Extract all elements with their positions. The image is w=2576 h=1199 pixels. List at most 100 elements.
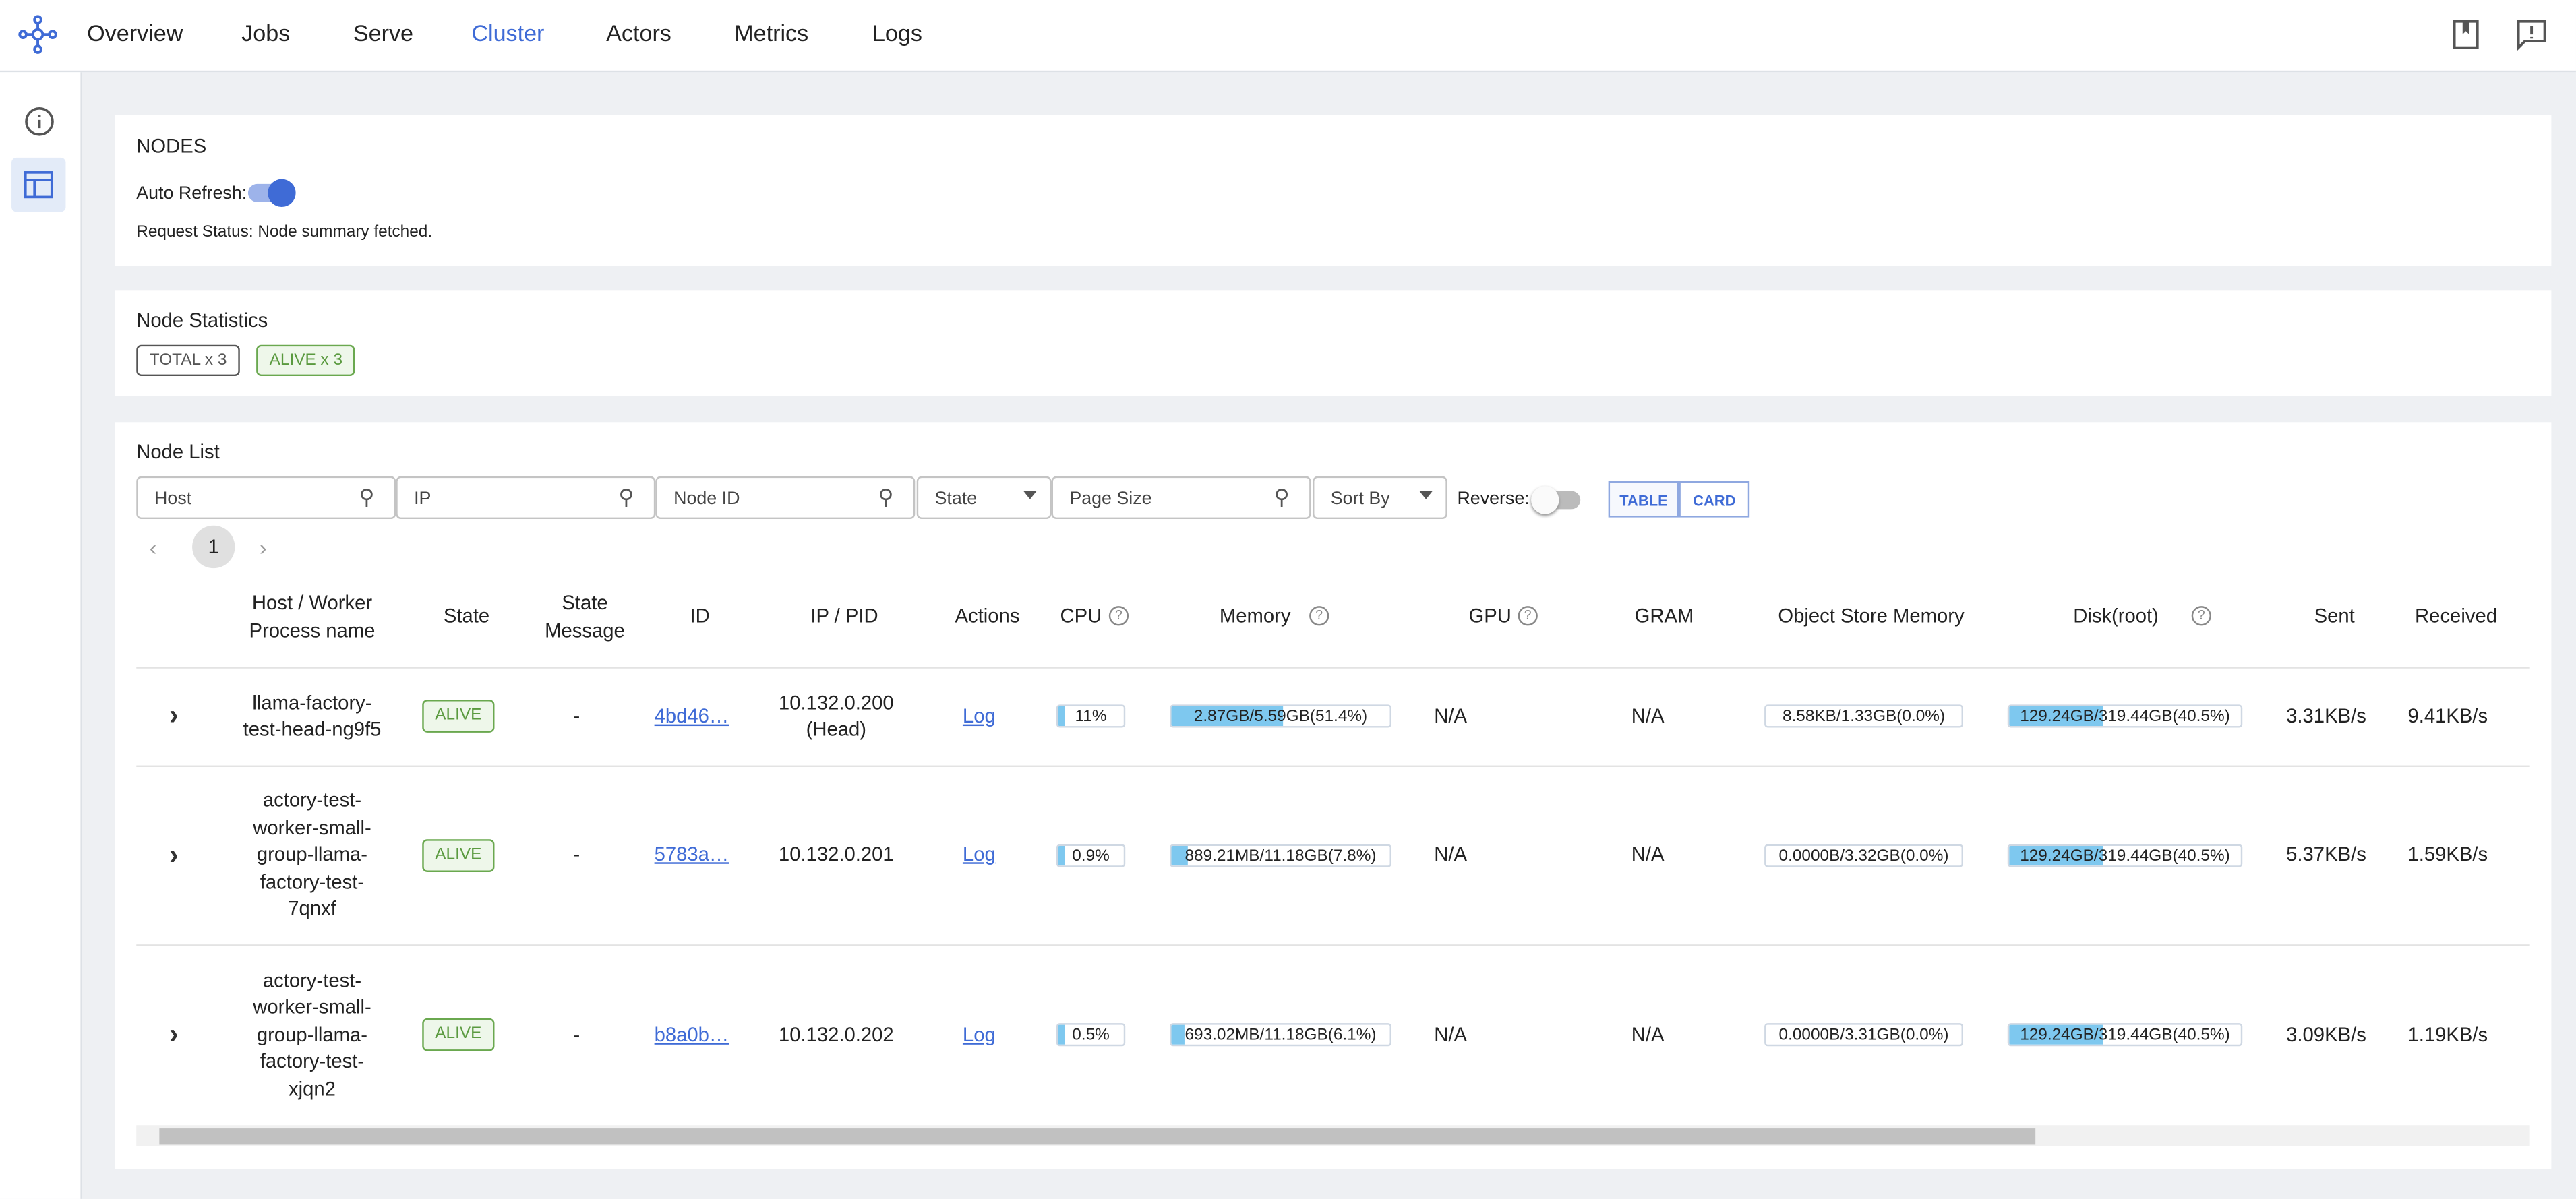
- badge: ALIVE x 3: [256, 344, 356, 377]
- gpu: N/A: [1434, 842, 1468, 866]
- view-button[interactable]: TABLE: [1608, 481, 1679, 518]
- column-header: CPU: [1060, 604, 1102, 627]
- sent: 3.31KB/s: [2286, 704, 2366, 727]
- received: 1.59KB/s: [2407, 842, 2488, 866]
- logo[interactable]: [16, 13, 59, 55]
- filter-input[interactable]: Sort By: [1313, 476, 1447, 520]
- host: actory-test-worker-small-group-llama-fac…: [253, 968, 371, 1100]
- view-button[interactable]: CARD: [1679, 481, 1750, 518]
- filter-placeholder: State: [934, 489, 978, 510]
- docs-icon[interactable]: [2451, 18, 2481, 51]
- page-button[interactable]: 1: [192, 525, 235, 569]
- help-icon[interactable]: ?: [2191, 606, 2211, 626]
- column-header: GPU: [1468, 604, 1511, 627]
- received: 1.19KB/s: [2407, 1022, 2488, 1046]
- nav-item[interactable]: Logs: [872, 20, 922, 47]
- gpu: N/A: [1434, 704, 1468, 727]
- request-status: Request Status: Node summary fetched.: [136, 223, 433, 242]
- prev-page[interactable]: ‹: [149, 535, 157, 560]
- log-link[interactable]: Log: [962, 1022, 996, 1046]
- filter-input[interactable]: State: [916, 476, 1052, 520]
- usage-bar: 693.02MB/11.18GB(6.1%): [1170, 1023, 1391, 1047]
- nav-item[interactable]: Metrics: [734, 20, 809, 47]
- usage-label: 2.87GB/5.59GB(51.4%): [1193, 708, 1368, 727]
- ip: 10.132.0.202: [778, 1022, 894, 1046]
- nav-item[interactable]: Serve: [353, 20, 414, 47]
- panel-title: Node Statistics: [136, 309, 268, 332]
- filter-input[interactable]: IP ⚲: [396, 476, 656, 520]
- column-header: Memory: [1219, 604, 1291, 627]
- usage-label: 11%: [1075, 708, 1107, 727]
- nav-item[interactable]: Jobs: [241, 20, 291, 47]
- usage-fill: [1058, 1024, 1065, 1045]
- panel-title: NODES: [136, 134, 207, 158]
- scroll-thumb[interactable]: [159, 1128, 2036, 1145]
- help-icon[interactable]: ?: [1108, 606, 1129, 626]
- state-message: -: [573, 842, 580, 866]
- node-id[interactable]: 4bd46…: [654, 704, 729, 727]
- filter-placeholder: IP: [414, 489, 431, 510]
- column-header: Received: [2415, 604, 2497, 627]
- table-icon[interactable]: [23, 169, 54, 200]
- next-page[interactable]: ›: [260, 535, 267, 560]
- state-message: -: [573, 704, 580, 727]
- nav-item[interactable]: Cluster: [471, 20, 545, 47]
- usage-bar: 889.21MB/11.18GB(7.8%): [1170, 843, 1391, 867]
- host: actory-test-worker-small-group-llama-fac…: [253, 788, 371, 920]
- log-link[interactable]: Log: [962, 842, 996, 866]
- row-divider: [136, 765, 2530, 767]
- reverse-toggle[interactable]: [1531, 486, 1581, 514]
- expand-button[interactable]: ›: [169, 700, 179, 731]
- gpu: N/A: [1434, 1022, 1468, 1046]
- usage-fill: [2009, 1024, 2103, 1045]
- usage-label: 129.24GB/319.44GB(40.5%): [2020, 847, 2230, 865]
- filter-placeholder: Node ID: [673, 489, 740, 510]
- nav-item[interactable]: Overview: [87, 20, 183, 47]
- column-header: Actions: [955, 604, 1020, 627]
- toggle-knob: [1531, 486, 1559, 514]
- sent: 5.37KB/s: [2286, 842, 2366, 866]
- node-id[interactable]: 5783a…: [654, 842, 729, 866]
- sidebar: [0, 72, 82, 1199]
- toggle-knob: [268, 179, 296, 208]
- usage-fill: [1171, 706, 1284, 727]
- usage-fill: [1058, 844, 1065, 865]
- usage-label: 129.24GB/319.44GB(40.5%): [2020, 708, 2230, 727]
- node-id[interactable]: b8a0b…: [654, 1022, 729, 1046]
- filter-input[interactable]: Host ⚲: [136, 476, 396, 520]
- column-header: State Message: [545, 591, 625, 642]
- usage-label: 129.24GB/319.44GB(40.5%): [2020, 1026, 2230, 1045]
- usage-fill: [2009, 844, 2103, 865]
- column-header: ID: [690, 604, 710, 627]
- received: 9.41KB/s: [2407, 704, 2488, 727]
- scrollbar[interactable]: [136, 1125, 2530, 1146]
- gram: N/A: [1631, 704, 1665, 727]
- usage-label: 0.0000B/3.32GB(0.0%): [1778, 847, 1949, 865]
- usage-fill: [1058, 706, 1065, 727]
- nav-item[interactable]: Actors: [606, 20, 671, 47]
- log-link[interactable]: Log: [962, 704, 996, 727]
- column-header: State: [443, 604, 490, 627]
- feedback-icon[interactable]: [2515, 18, 2548, 51]
- usage-bar: 129.24GB/319.44GB(40.5%): [2007, 704, 2243, 728]
- table-icon-bg[interactable]: [11, 157, 66, 212]
- expand-button[interactable]: ›: [169, 838, 179, 870]
- filter-input[interactable]: Node ID ⚲: [655, 476, 916, 520]
- state: ALIVE: [422, 1018, 495, 1051]
- top-bar: Overview Jobs Serve Cluster Actors Metrics Log…: [0, 0, 2576, 73]
- usage-bar: 0.5%: [1056, 1023, 1126, 1047]
- header-divider: [136, 667, 2530, 669]
- filter-placeholder: Page Size: [1069, 489, 1152, 510]
- state: ALIVE: [422, 838, 495, 871]
- filter-input[interactable]: Page Size ⚲: [1051, 476, 1311, 520]
- filter-placeholder: Host: [154, 489, 192, 510]
- info-icon[interactable]: [23, 105, 56, 138]
- ip: 10.132.0.201: [778, 842, 894, 866]
- auto-refresh-toggle[interactable]: [247, 179, 296, 208]
- node-list-panel: Node List Reverse: ‹ 1 › Host ⚲ IP ⚲ Node ID…: [115, 422, 2552, 1170]
- help-icon[interactable]: ?: [1309, 606, 1329, 626]
- expand-button[interactable]: ›: [169, 1018, 179, 1050]
- usage-label: 8.58KB/1.33GB(0.0%): [1782, 708, 1946, 727]
- usage-bar: 0.9%: [1056, 843, 1126, 867]
- help-icon[interactable]: ?: [1518, 606, 1538, 626]
